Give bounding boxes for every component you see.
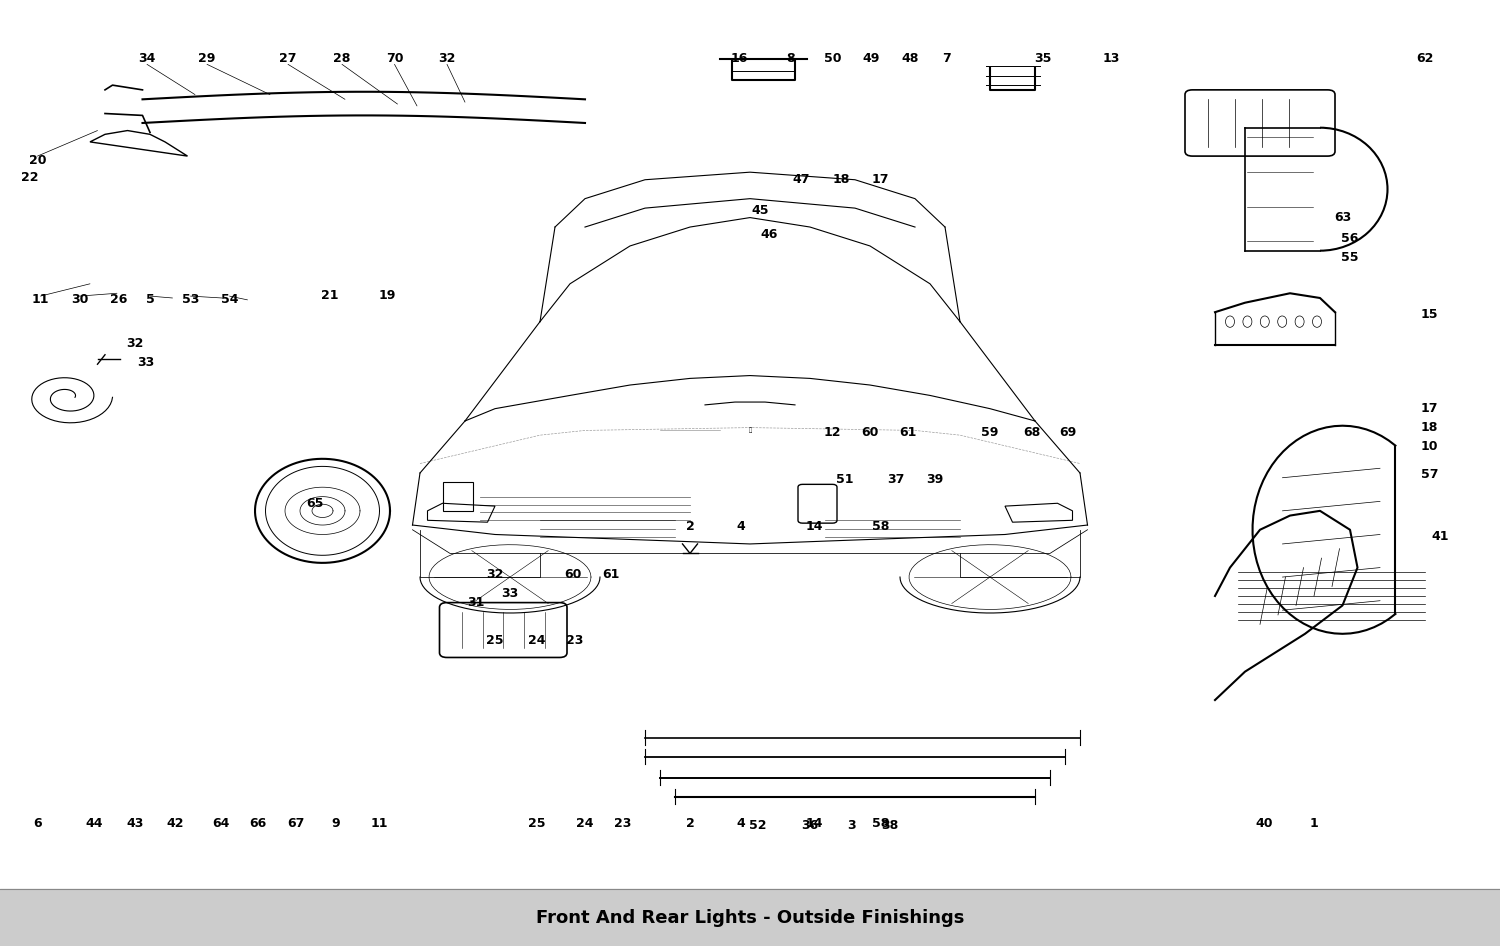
Text: 13: 13 [1102, 52, 1120, 65]
Text: 36: 36 [801, 819, 819, 832]
Text: ⬛: ⬛ [748, 428, 752, 433]
Text: 32: 32 [126, 337, 144, 350]
Text: 27: 27 [279, 52, 297, 65]
Text: 29: 29 [198, 52, 216, 65]
Text: 43: 43 [126, 816, 144, 830]
Text: 64: 64 [211, 816, 230, 830]
Text: 1: 1 [1310, 816, 1318, 830]
Text: 14: 14 [806, 520, 824, 534]
Text: 58: 58 [871, 520, 889, 534]
Text: 58: 58 [871, 816, 889, 830]
Text: 53: 53 [182, 293, 200, 307]
Text: Front And Rear Lights - Outside Finishings: Front And Rear Lights - Outside Finishin… [536, 908, 964, 927]
Text: 40: 40 [1256, 816, 1274, 830]
Text: 57: 57 [1420, 468, 1438, 482]
Text: 2: 2 [686, 816, 694, 830]
Text: 60: 60 [861, 426, 879, 439]
Text: 3: 3 [847, 819, 856, 832]
Text: 49: 49 [862, 52, 880, 65]
Text: 70: 70 [386, 52, 404, 65]
Text: 28: 28 [333, 52, 351, 65]
Text: 52: 52 [748, 819, 766, 832]
Text: 24: 24 [528, 634, 546, 647]
Text: 46: 46 [760, 228, 778, 241]
Text: 19: 19 [378, 289, 396, 302]
Text: 26: 26 [110, 293, 128, 307]
Text: 59: 59 [981, 426, 999, 439]
Text: 62: 62 [1416, 52, 1434, 65]
Text: 67: 67 [286, 816, 304, 830]
Text: 24: 24 [576, 816, 594, 830]
Text: 25: 25 [528, 816, 546, 830]
Text: 31: 31 [466, 596, 484, 609]
Text: 32: 32 [486, 568, 504, 581]
Text: 18: 18 [1420, 421, 1438, 434]
Text: 32: 32 [438, 52, 456, 65]
Text: 38: 38 [880, 819, 898, 832]
Text: 20: 20 [28, 154, 46, 167]
Text: 45: 45 [752, 203, 770, 217]
Text: 47: 47 [792, 173, 810, 186]
Text: 5: 5 [146, 293, 154, 307]
Text: 33: 33 [501, 587, 519, 600]
Text: 11: 11 [32, 293, 50, 307]
Text: 51: 51 [836, 473, 854, 486]
Text: 50: 50 [824, 52, 842, 65]
Text: 63: 63 [1334, 211, 1352, 224]
Text: 17: 17 [871, 173, 889, 186]
Text: 42: 42 [166, 816, 184, 830]
Text: 35: 35 [1034, 52, 1052, 65]
Text: 41: 41 [1431, 530, 1449, 543]
Text: 33: 33 [136, 356, 154, 369]
Text: 22: 22 [21, 171, 39, 184]
Text: 11: 11 [370, 816, 388, 830]
Text: 37: 37 [886, 473, 904, 486]
Text: 14: 14 [806, 816, 824, 830]
FancyBboxPatch shape [0, 889, 1500, 946]
Text: 30: 30 [70, 293, 88, 307]
Text: 39: 39 [926, 473, 944, 486]
Text: 34: 34 [138, 52, 156, 65]
Text: 48: 48 [902, 52, 920, 65]
Text: 16: 16 [730, 52, 748, 65]
Text: 18: 18 [833, 173, 850, 186]
Text: 23: 23 [614, 816, 632, 830]
Text: 4: 4 [736, 520, 746, 534]
Text: 61: 61 [602, 568, 619, 581]
Text: 2: 2 [686, 520, 694, 534]
Text: 66: 66 [249, 816, 267, 830]
Text: 8: 8 [786, 52, 795, 65]
Text: 54: 54 [220, 293, 238, 307]
Text: 4: 4 [736, 816, 746, 830]
Text: 10: 10 [1420, 440, 1438, 453]
Text: 25: 25 [486, 634, 504, 647]
Text: 17: 17 [1420, 402, 1438, 415]
Text: 56: 56 [1341, 232, 1359, 245]
Text: 55: 55 [1341, 251, 1359, 264]
Text: 23: 23 [566, 634, 584, 647]
Text: 6: 6 [33, 816, 42, 830]
Text: 15: 15 [1420, 307, 1438, 321]
Text: 44: 44 [86, 816, 104, 830]
Text: 21: 21 [321, 289, 339, 302]
Text: 69: 69 [1059, 426, 1077, 439]
Text: 61: 61 [898, 426, 916, 439]
Text: 65: 65 [306, 497, 324, 510]
Text: 12: 12 [824, 426, 842, 439]
Text: 7: 7 [942, 52, 951, 65]
Text: 68: 68 [1023, 426, 1041, 439]
Text: 60: 60 [564, 568, 582, 581]
Text: 9: 9 [332, 816, 340, 830]
